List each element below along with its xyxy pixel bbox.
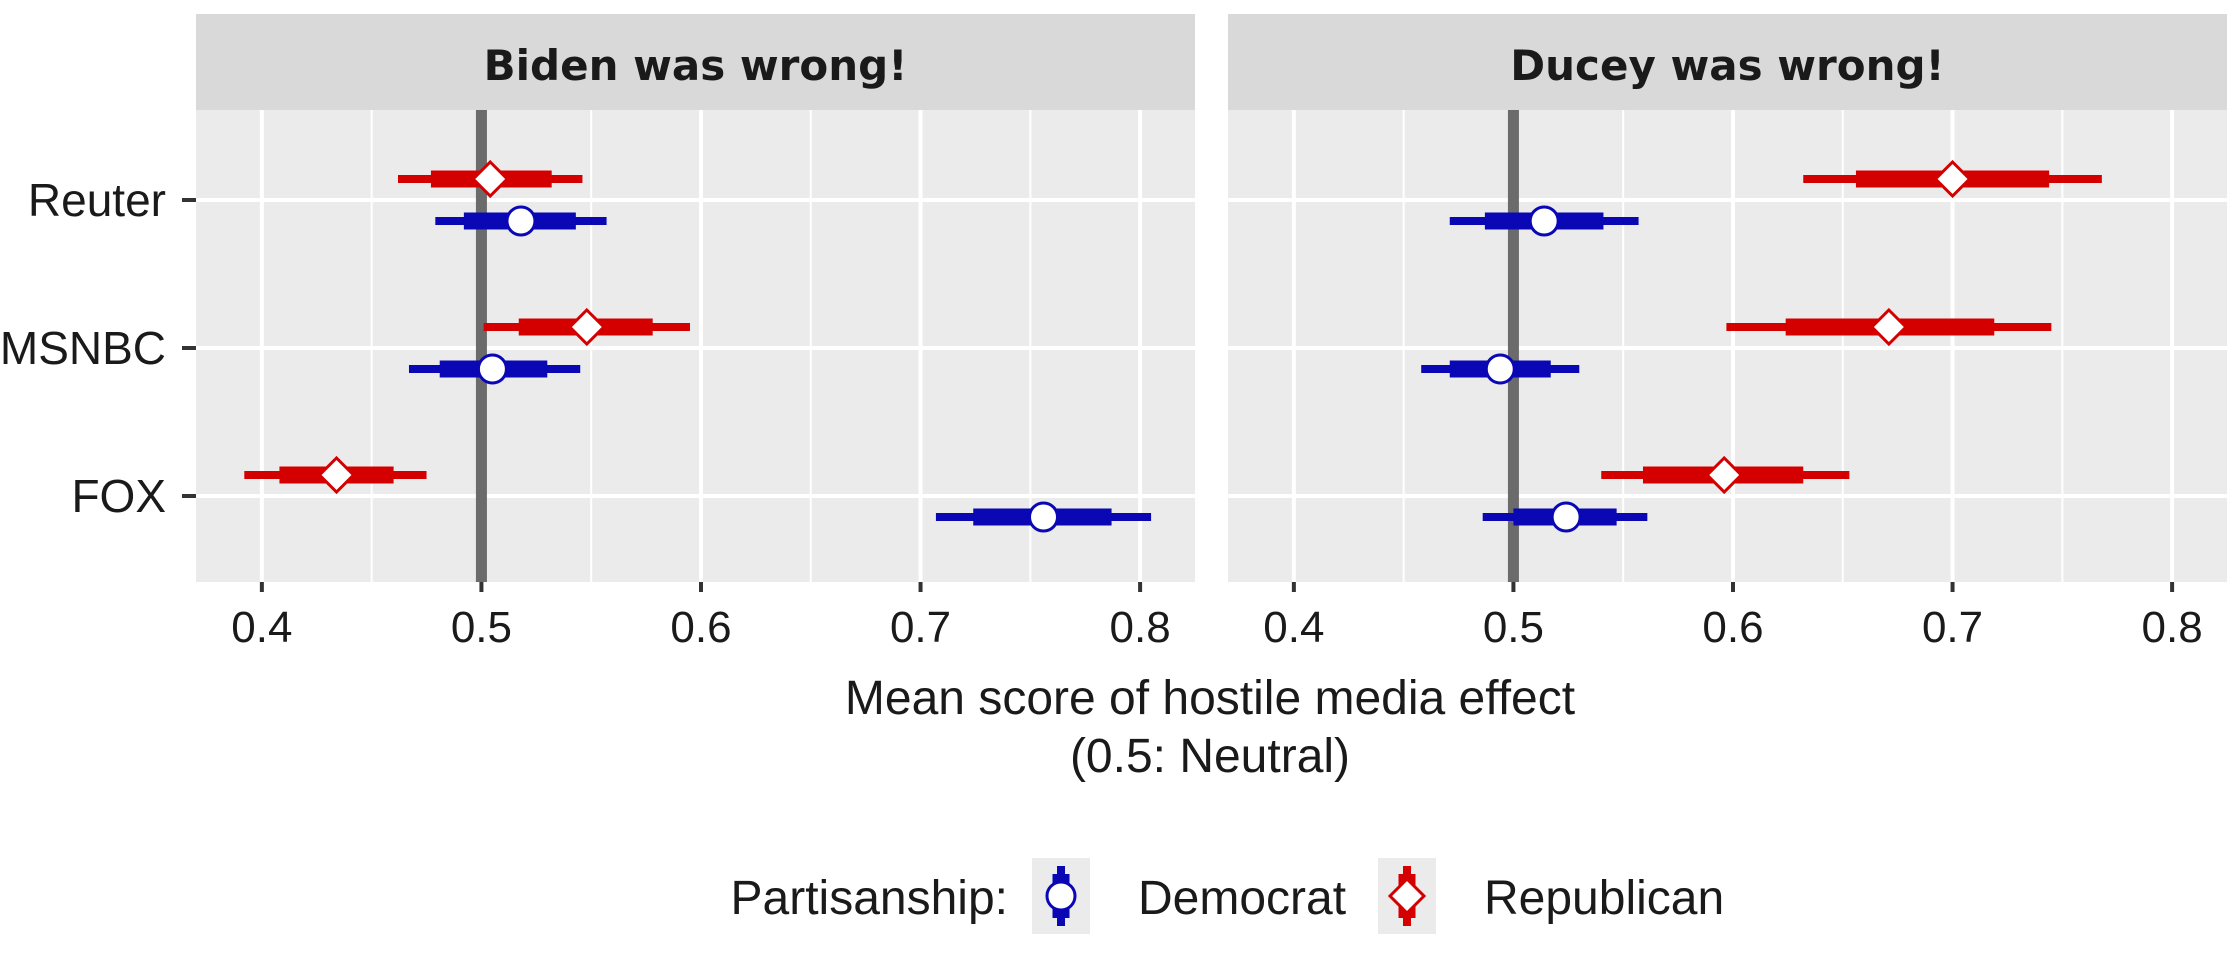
facet-biden-was-wrong: Biden was wrong! 0.4 0.5 0.6 0.7 0.8: [196, 14, 1195, 652]
facet-strip: [196, 14, 1195, 110]
mean-marker-diamond: [317, 455, 356, 495]
mean-marker-diamond: [567, 307, 606, 347]
point-democrat-msnbc: [408, 353, 581, 385]
point-republican-fox: [244, 455, 427, 495]
point-democrat-reuter: [1449, 205, 1639, 237]
legend-entry-democrat: Democrat: [1032, 858, 1346, 934]
x-tick-label: 0.5: [1483, 603, 1544, 652]
x-tick-label: 0.8: [2142, 603, 2203, 652]
legend-circle-icon: [1045, 880, 1077, 912]
x-tick-label: 0.4: [231, 603, 292, 652]
mean-marker-circle: [1028, 501, 1060, 533]
point-republican-fox: [1601, 455, 1850, 495]
mean-marker-circle: [1550, 501, 1582, 533]
mean-marker-circle: [505, 205, 537, 237]
y-tick-label-reuter: Reuter: [28, 174, 166, 226]
x-tick-label: 0.8: [1110, 603, 1171, 652]
point-republican-msnbc: [1726, 307, 2052, 347]
y-tick-label-fox: FOX: [71, 470, 166, 522]
mean-marker-diamond: [1869, 307, 1908, 347]
x-axis-title-line1: Mean score of hostile media effect: [845, 672, 1575, 725]
mean-marker-circle: [476, 353, 508, 385]
facet-ducey-was-wrong: Ducey was wrong! 0.4 0.5 0.6 0.7 0.8: [1228, 14, 2227, 652]
point-republican-reuter: [397, 159, 583, 199]
legend-diamond-icon: [1387, 876, 1427, 916]
x-axis-title-line2: (0.5: Neutral): [1070, 730, 1350, 783]
point-republican-reuter: [1803, 159, 2102, 199]
facet-strip-label: Ducey was wrong!: [1510, 41, 1944, 90]
facet-strip-label: Biden was wrong!: [484, 41, 908, 90]
legend-title: Partisanship:: [731, 872, 1008, 925]
x-tick-label: 0.7: [1922, 603, 1983, 652]
mean-marker-diamond: [1705, 455, 1744, 495]
y-tick-label-msnbc: MSNBC: [0, 322, 166, 374]
x-tick-label: 0.6: [670, 603, 731, 652]
x-tick-label: 0.5: [451, 603, 512, 652]
legend-label: Democrat: [1138, 872, 1346, 925]
mean-marker-circle: [1528, 205, 1560, 237]
legend: Partisanship: Democrat Republican: [731, 858, 1724, 934]
point-democrat-msnbc: [1421, 353, 1580, 385]
mean-marker-circle: [1484, 353, 1516, 385]
point-republican-msnbc: [483, 307, 691, 347]
mean-marker-diamond: [1933, 159, 1972, 199]
x-tick-label: 0.7: [890, 603, 951, 652]
facet-strip: [1228, 14, 2227, 110]
point-democrat-fox: [935, 501, 1152, 533]
x-tick-label: 0.6: [1702, 603, 1763, 652]
point-democrat-fox: [1482, 501, 1648, 533]
legend-label: Republican: [1484, 872, 1724, 925]
y-axis: Reuter MSNBC FOX: [0, 174, 196, 522]
x-tick-label: 0.4: [1263, 603, 1324, 652]
mean-marker-diamond: [471, 159, 510, 199]
point-democrat-reuter: [435, 205, 607, 237]
legend-entry-republican: Republican: [1378, 858, 1724, 934]
